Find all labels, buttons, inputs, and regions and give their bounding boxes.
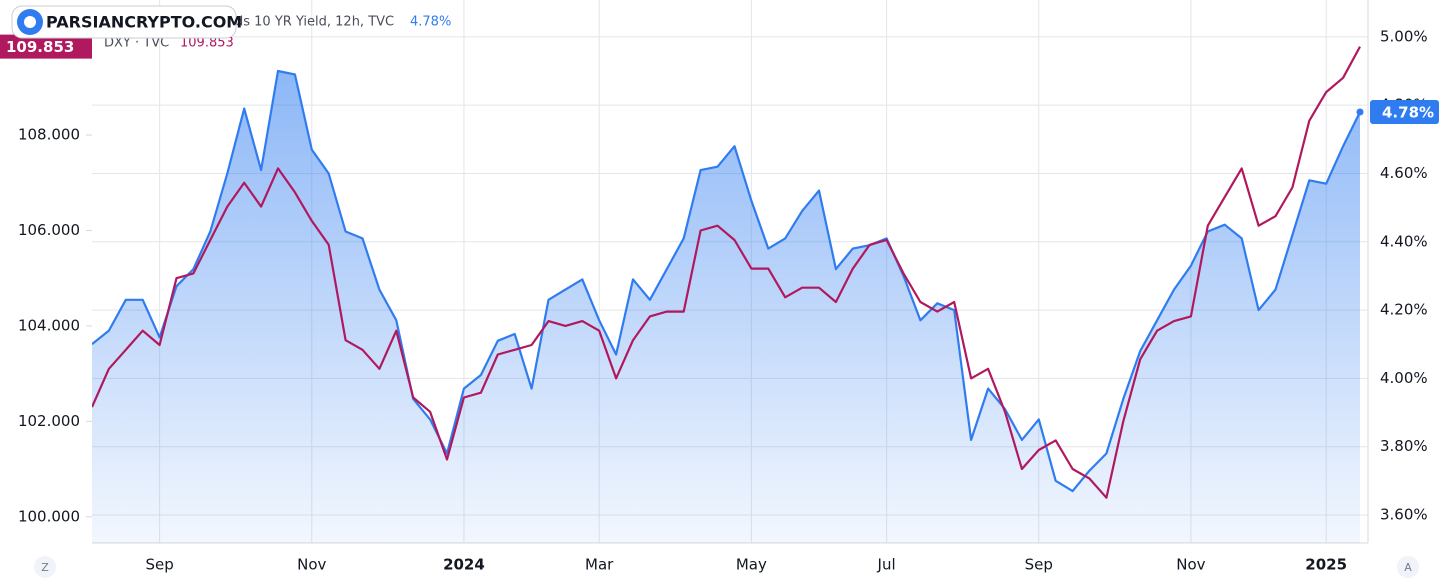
legend-label: DXY · TVC [104, 36, 169, 51]
y2-tick-label: 4.00% [1380, 369, 1428, 387]
line [92, 69, 1361, 493]
y2-tick-label: 4.40% [1380, 232, 1428, 250]
price-badge [0, 34, 92, 59]
y2-tick-label: 4.20% [1380, 301, 1428, 319]
legend-label: ds 10 YR Yield, 12h, TVC [235, 15, 394, 30]
watermark-box [11, 5, 237, 39]
price-badge [1370, 100, 1439, 125]
x-tick-label: Nov [1176, 556, 1205, 574]
axes: Sep Nov 2024 Mar May Jul Sep Nov 2025 3.60% 3.80% 4… [0, 27, 1439, 574]
x-tick-label: 2024 [443, 556, 485, 574]
y-tick-label: 108.000 [18, 126, 80, 144]
y2-tick-label: 4.60% [1380, 164, 1428, 182]
x-tick-label: May [736, 556, 767, 574]
control-button[interactable] [34, 556, 56, 578]
y2-tick-label: 3.80% [1380, 437, 1428, 455]
y-tick-label: 100.000 [18, 507, 80, 525]
x-tick-label: 2025 [1305, 556, 1347, 574]
x-tick-label: Nov [297, 556, 326, 574]
control-button[interactable] [1397, 556, 1419, 578]
y-tick-label: 106.000 [18, 221, 80, 239]
legend-value: 109.853 [180, 36, 234, 51]
control-z[interactable]: Z [34, 556, 56, 578]
line [92, 46, 1361, 499]
x-tick-label: Sep [145, 556, 173, 574]
x-tick-label: Jul [877, 556, 896, 574]
y2-tick-label: 5.00% [1380, 27, 1428, 45]
legend: ds 10 YR Yield, 12h, TVC 4.78% DXY · TVC… [104, 15, 451, 51]
watermark: PARSIANCRYPTO.COM [11, 5, 242, 39]
legend-value: 4.78% [410, 15, 451, 30]
watermark-logo-inner [24, 16, 36, 28]
price-badge-label: 109.853 [6, 38, 74, 56]
plot-area [92, 46, 1364, 543]
y-tick-label: 102.000 [18, 412, 80, 430]
area [92, 71, 1360, 543]
control-label[interactable]: Z [41, 561, 49, 574]
x-tick-label: Sep [1025, 556, 1053, 574]
last-point [1356, 108, 1364, 116]
control-a[interactable]: A [1397, 556, 1419, 578]
control-label[interactable]: A [1404, 561, 1412, 574]
price-badge-label: 4.78% [1382, 104, 1434, 122]
y2-tick-label: 3.60% [1380, 505, 1428, 523]
watermark-text: PARSIANCRYPTO.COM [46, 13, 242, 32]
x-tick-label: Mar [585, 556, 614, 574]
y-tick-label: 104.000 [18, 316, 80, 334]
